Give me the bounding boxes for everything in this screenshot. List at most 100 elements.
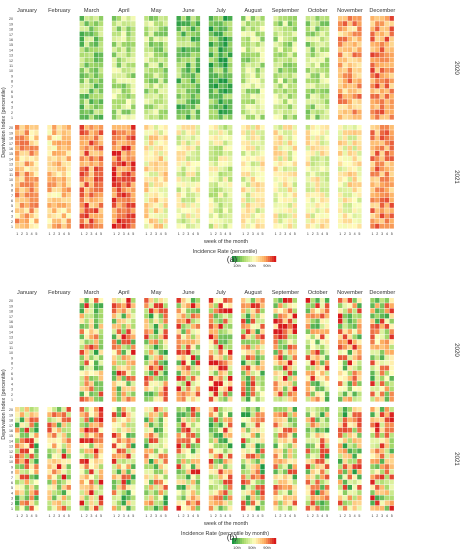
heatmap-cell	[98, 78, 104, 84]
heatmap-cell	[213, 453, 218, 459]
heatmap-cell	[111, 459, 117, 464]
heatmap-cell	[283, 360, 288, 366]
heatmap-cell	[384, 396, 390, 402]
heatmap-cell	[245, 365, 251, 371]
heatmap-cell	[89, 485, 94, 490]
heatmap-cell	[84, 324, 89, 329]
heatmap-cell	[176, 73, 181, 78]
heatmap-cell	[357, 355, 362, 360]
heatmap-cell	[260, 318, 265, 324]
heatmap-cell	[228, 505, 233, 511]
heatmap-cell	[379, 203, 385, 208]
heatmap-cell	[218, 21, 223, 26]
heatmap-cell	[79, 166, 84, 172]
heatmap-cell	[338, 182, 343, 187]
heatmap-cell	[47, 485, 52, 490]
x-tick-label: 5	[35, 232, 37, 236]
heatmap-cell	[241, 88, 246, 94]
heatmap-cell	[131, 140, 136, 146]
heatmap-cell	[292, 26, 297, 32]
heatmap-cell	[181, 386, 186, 392]
heatmap-cell	[260, 57, 265, 63]
heatmap-cell	[315, 443, 320, 449]
heatmap-cell	[176, 339, 181, 345]
heatmap-cell	[228, 203, 233, 208]
heatmap-cell	[186, 318, 191, 324]
heatmap-cell	[338, 448, 343, 454]
heatmap-cell	[273, 298, 278, 303]
heatmap-cell	[255, 36, 260, 42]
heatmap-cell	[273, 73, 278, 78]
heatmap-cell	[19, 223, 25, 229]
heatmap-cell	[52, 485, 57, 490]
heatmap-cell	[176, 324, 181, 329]
heatmap-cell	[181, 329, 186, 334]
heatmap-cell	[342, 355, 348, 360]
heatmap-cell	[384, 313, 390, 319]
heatmap-cell	[126, 459, 131, 464]
heatmap-cell	[163, 505, 168, 511]
heatmap-cell	[94, 42, 99, 47]
heatmap-cell	[126, 329, 131, 334]
heatmap-cell	[357, 68, 362, 73]
heatmap-cell	[163, 453, 168, 459]
heatmap-cell	[79, 94, 84, 99]
heatmap-cell	[153, 52, 159, 58]
heatmap-cell	[255, 443, 260, 449]
heatmap-cell	[255, 171, 260, 177]
heatmap-cell	[273, 83, 278, 89]
heatmap-cell	[375, 334, 380, 340]
heatmap-cell	[98, 443, 104, 449]
heatmap-cell	[273, 218, 278, 224]
heatmap-cell	[273, 187, 278, 193]
heatmap-cell	[163, 422, 168, 428]
heatmap-cell	[245, 433, 251, 438]
heatmap-cell	[283, 182, 288, 187]
heatmap-cell	[352, 197, 357, 203]
heatmap-cell	[320, 192, 325, 198]
heatmap-cell	[352, 62, 357, 68]
heatmap-cell	[79, 104, 84, 110]
heatmap-cell	[66, 130, 71, 135]
heatmap-cell	[384, 42, 390, 47]
heatmap-cell	[255, 339, 260, 345]
heatmap-cell	[283, 166, 288, 172]
heatmap-cell	[19, 203, 25, 208]
heatmap-cell	[29, 448, 34, 454]
heatmap-cell	[370, 381, 375, 386]
heatmap-cell	[273, 213, 278, 219]
heatmap-cell	[94, 218, 99, 224]
heatmap-cell	[260, 42, 265, 47]
y-tick-label: 20	[9, 126, 13, 130]
heatmap-cell	[352, 490, 357, 495]
heatmap-cell	[24, 490, 29, 495]
year-label: 2021	[453, 170, 460, 184]
legend-swatch	[258, 538, 261, 544]
heatmap-cell	[324, 73, 330, 78]
heatmap-cell	[84, 203, 89, 208]
heatmap-cell	[15, 182, 20, 187]
heatmap-cell	[250, 114, 256, 120]
heatmap-cell	[384, 344, 390, 350]
heatmap-cell	[144, 94, 149, 99]
heatmap-cell	[260, 114, 265, 120]
heatmap-cell	[245, 318, 251, 324]
heatmap-cell	[98, 370, 104, 376]
y-tick-label: 14	[9, 330, 13, 334]
heatmap-cell	[89, 360, 94, 366]
heatmap-cell	[186, 303, 191, 308]
heatmap-cell	[389, 495, 394, 501]
heatmap-cell	[324, 213, 330, 219]
heatmap-cell	[61, 407, 67, 412]
heatmap-cell	[347, 479, 352, 485]
heatmap-cell	[79, 145, 84, 151]
heatmap-cell	[310, 21, 315, 26]
heatmap-cell	[144, 114, 149, 120]
heatmap-cell	[131, 490, 136, 495]
heatmap-cell	[144, 490, 149, 495]
heatmap-cell	[241, 26, 246, 32]
heatmap-cell	[186, 464, 191, 469]
heatmap-cell	[79, 485, 84, 490]
heatmap-cell	[79, 78, 84, 84]
heatmap-cell	[121, 433, 126, 438]
